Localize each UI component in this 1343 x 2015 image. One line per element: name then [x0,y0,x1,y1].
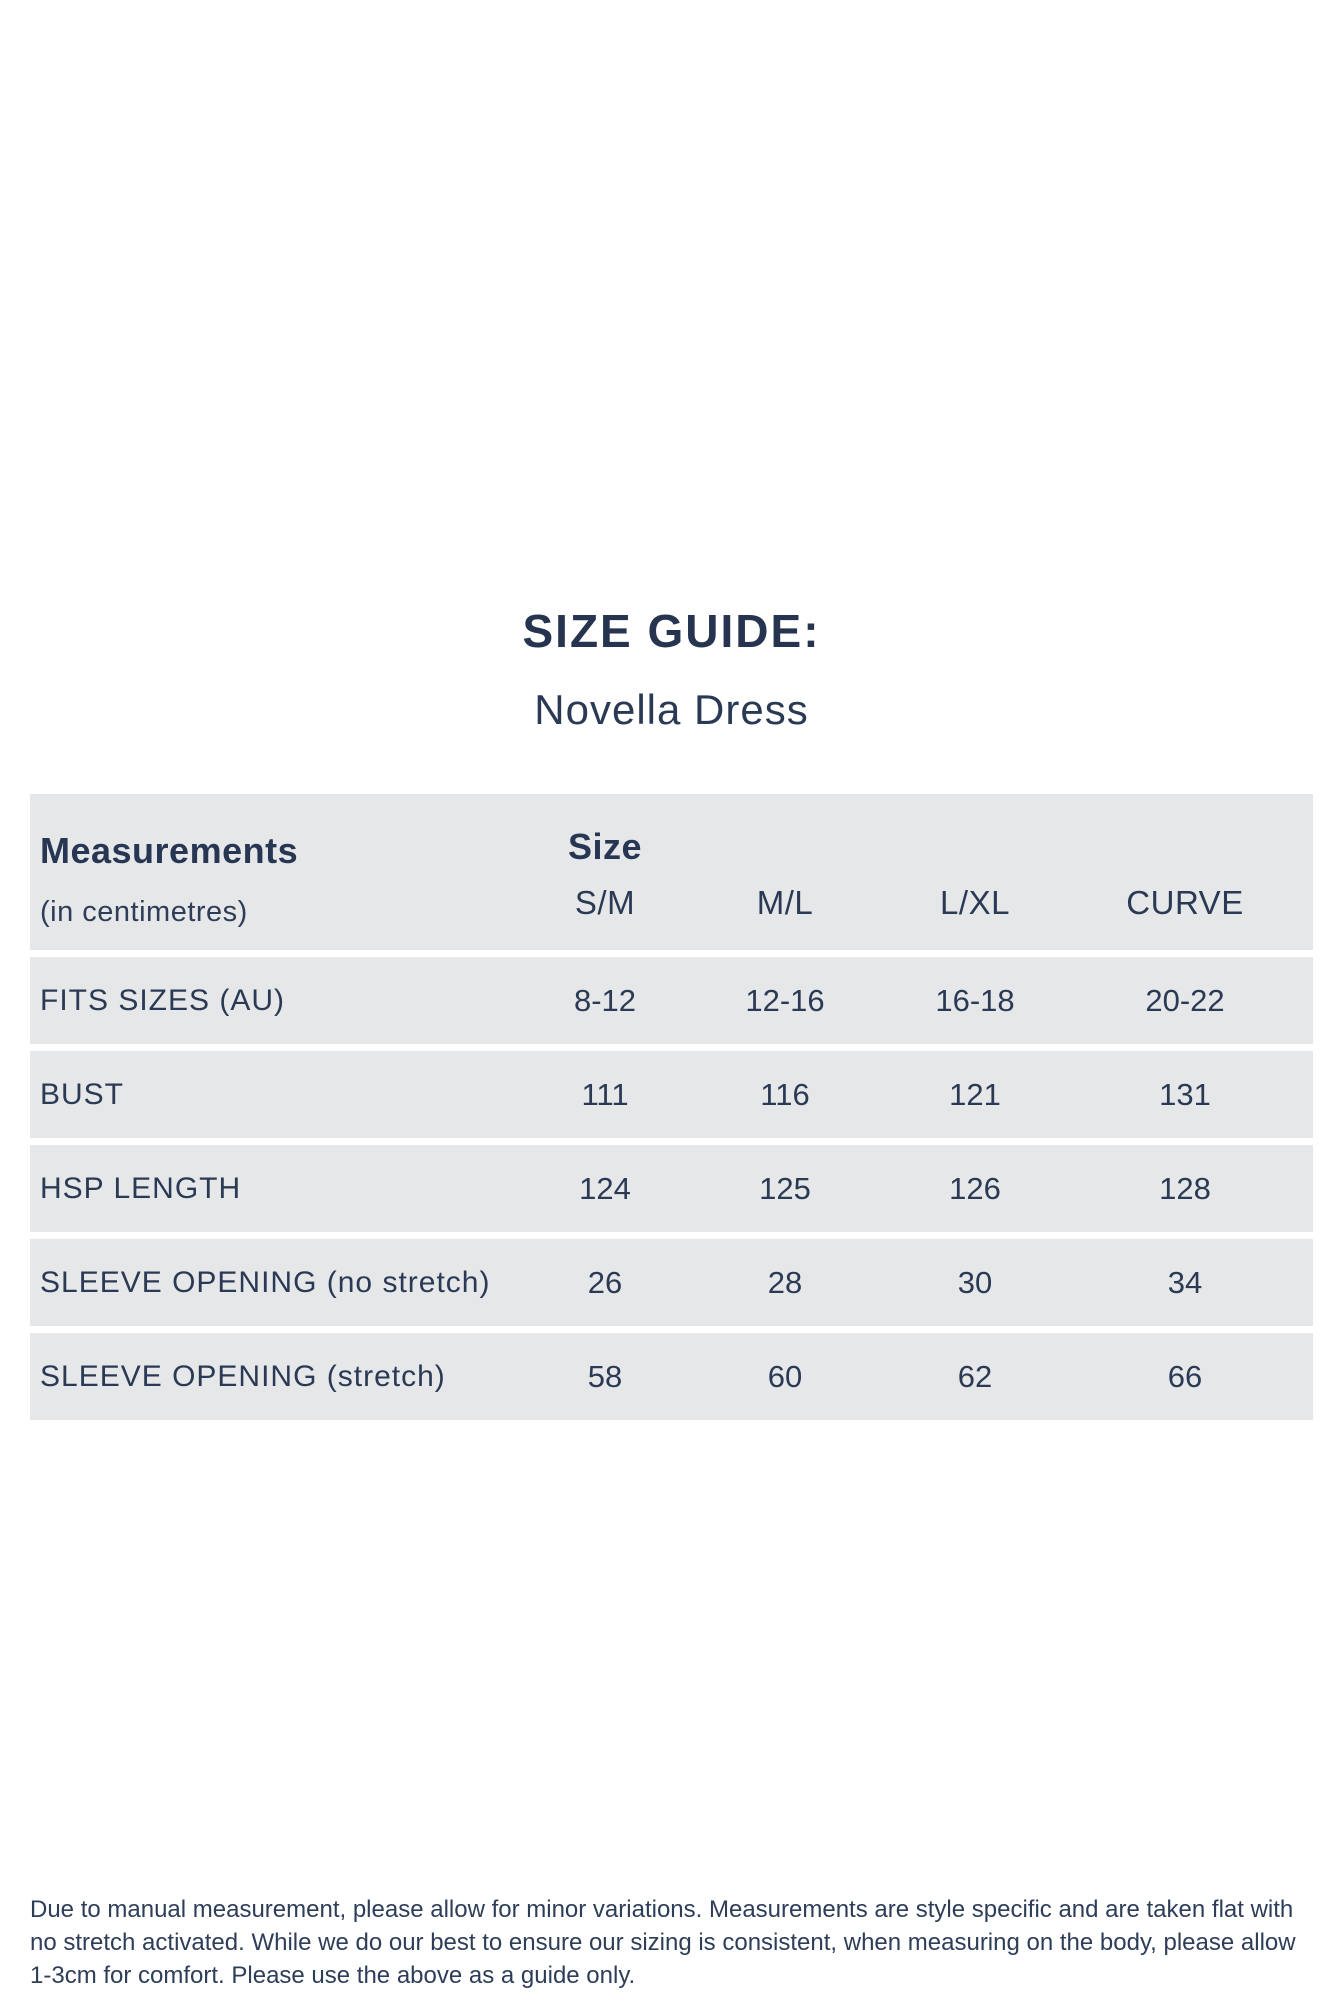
row-label: FITS SIZES (AU) [40,983,286,1017]
cell-value: 128 [1159,1170,1211,1206]
cell-value: 125 [759,1170,811,1206]
table-row-bust: BUST 111 116 121 131 [30,1051,1313,1138]
disclaimer-line: no stretch activated. While we do our be… [30,1929,1296,1956]
measurements-unit-note: (in centimetres) [40,896,248,928]
cell-value: 60 [767,1358,803,1394]
table-row-sleeve-opening-stretch: SLEEVE OPENING (stretch) 58 60 62 66 [30,1333,1313,1420]
column-header-curve: CURVE [1070,794,1300,950]
row-label: BUST [40,1077,125,1111]
cell-value: 131 [1159,1076,1211,1112]
size-column-label: CURVE [1126,884,1244,921]
page-title: SIZE GUIDE: [522,605,821,657]
cell-value: 16-18 [935,982,1015,1018]
size-guide-table: Measurements (in centimetres) Size S/M M… [30,794,1313,1420]
cell-value: 121 [949,1076,1001,1112]
cell-value: 124 [579,1170,631,1206]
cell-value: 30 [957,1264,993,1300]
measurement-disclaimer: Due to manual measurement, please allow … [30,1893,1320,1992]
column-header-sm: Size S/M [520,794,690,950]
size-column-label: S/M [574,884,636,921]
disclaimer-line: 1-3cm for comfort. Please use the above … [30,1962,636,1989]
cell-value: 111 [581,1076,629,1112]
product-name: Novella Dress [534,686,809,733]
size-column-label: M/L [756,884,814,921]
measurements-heading: Measurements [40,830,299,871]
disclaimer-line: Due to manual measurement, please allow … [30,1896,1294,1923]
cell-value: 62 [957,1358,993,1394]
cell-value: 12-16 [745,982,825,1018]
column-header-ml: M/L [690,794,880,950]
cell-value: 26 [587,1264,623,1300]
table-row-sleeve-opening-no-stretch: SLEEVE OPENING (no stretch) 26 28 30 34 [30,1239,1313,1326]
measurements-header-cell: Measurements (in centimetres) [30,794,520,950]
cell-value: 126 [949,1170,1001,1206]
cell-value: 34 [1167,1264,1203,1300]
cell-value: 58 [587,1358,623,1394]
row-label: SLEEVE OPENING (no stretch) [40,1265,491,1299]
cell-value: 8-12 [573,982,637,1018]
cell-value: 28 [767,1264,803,1300]
size-heading: Size [567,826,643,867]
cell-value: 66 [1167,1358,1203,1394]
cell-value: 20-22 [1145,982,1225,1018]
cell-value: 116 [760,1076,810,1112]
row-label: HSP LENGTH [40,1171,242,1205]
row-label: SLEEVE OPENING (stretch) [40,1359,446,1393]
table-header-row: Measurements (in centimetres) Size S/M M… [30,794,1313,950]
size-column-label: L/XL [940,884,1010,921]
column-header-lxl: L/XL [880,794,1070,950]
table-row-fits-sizes: FITS SIZES (AU) 8-12 12-16 16-18 20-22 [30,957,1313,1044]
table-row-hsp-length: HSP LENGTH 124 125 126 128 [30,1145,1313,1232]
